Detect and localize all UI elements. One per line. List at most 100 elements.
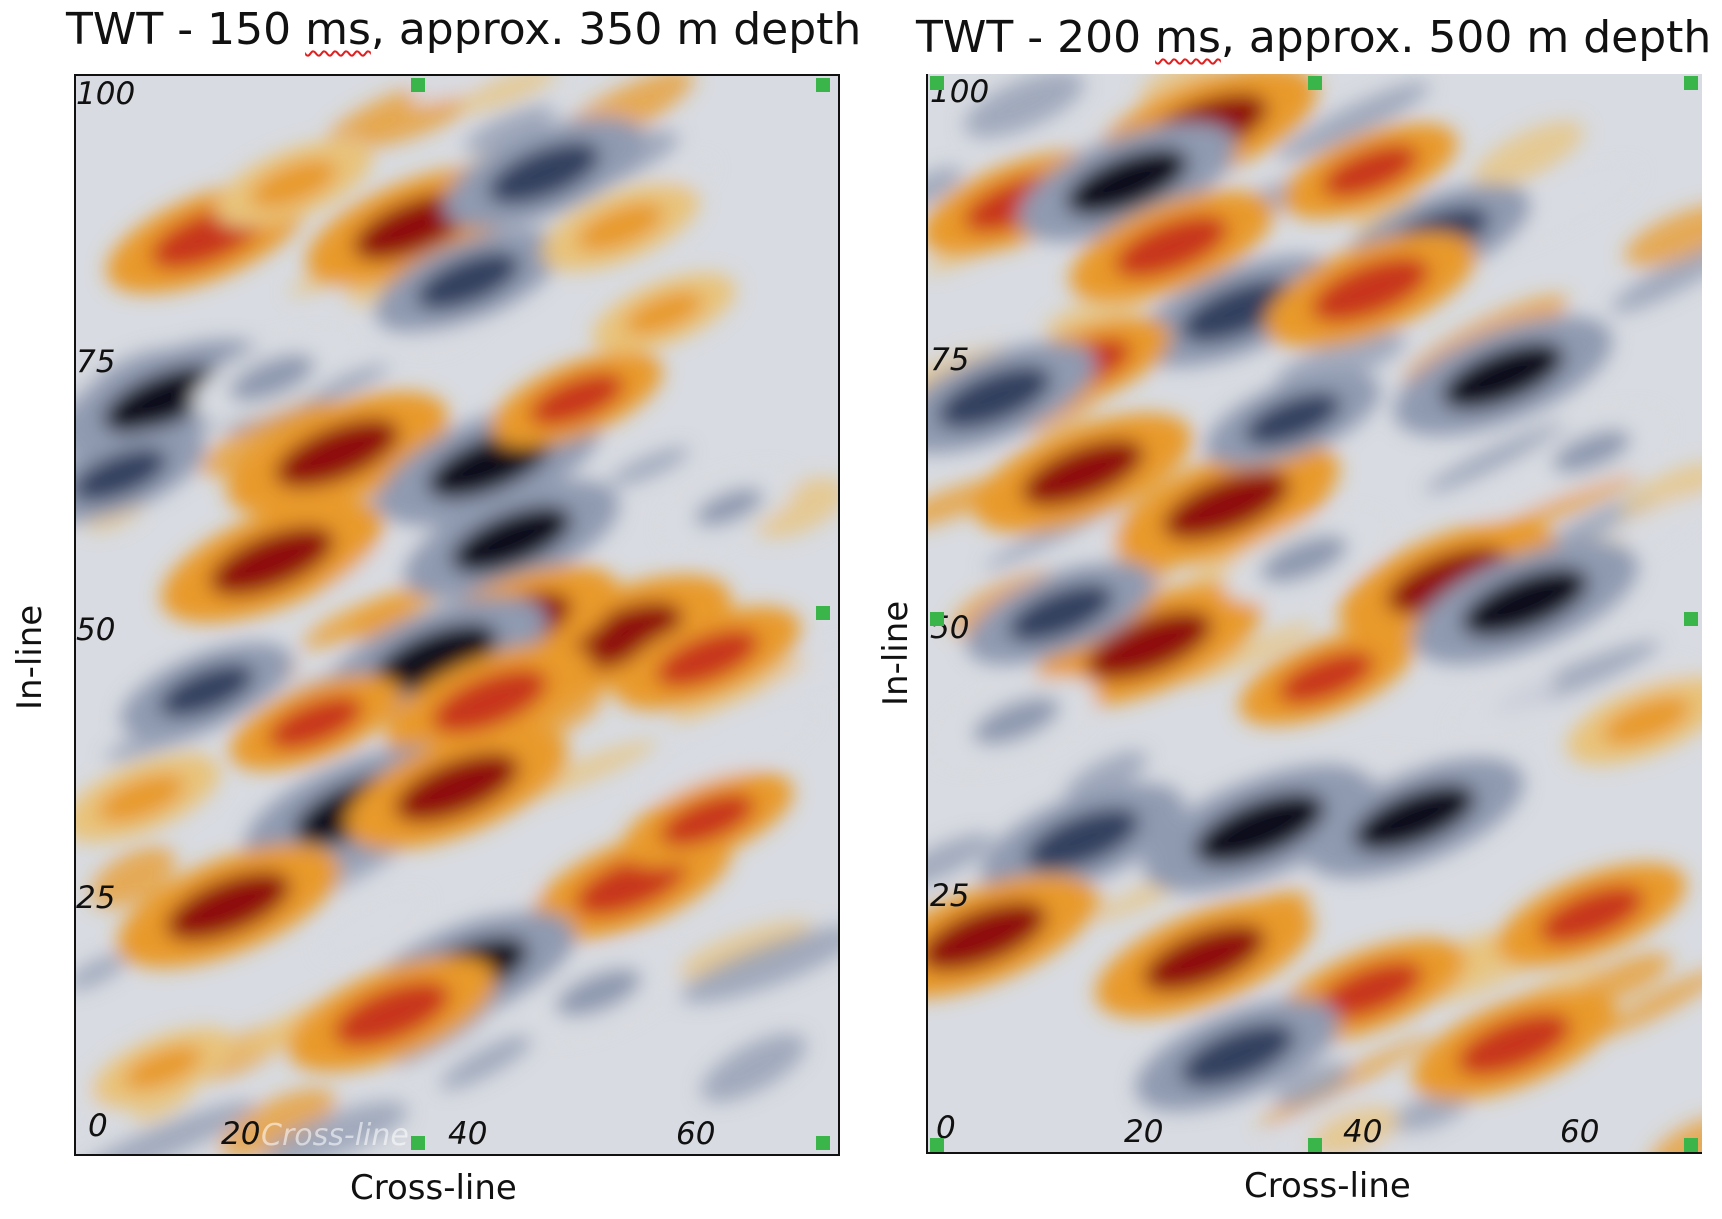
positive-amplitude-anomaly — [1386, 547, 1509, 615]
texture-streak — [262, 1101, 408, 1154]
texture-streak — [771, 644, 838, 694]
survey-marker — [411, 1136, 425, 1150]
x-axis-label-left: Cross-line — [350, 1168, 517, 1208]
survey-marker — [816, 78, 830, 92]
positive-amplitude-anomaly — [250, 159, 337, 208]
survey-marker — [816, 1136, 830, 1150]
texture-streak — [677, 920, 812, 979]
title-part: TWT - 150 — [66, 4, 306, 55]
texture-streak — [928, 167, 963, 209]
title-part: , approx. 500 m depth — [1220, 12, 1712, 63]
positive-amplitude-anomaly — [394, 752, 520, 823]
positive-amplitude-anomaly — [268, 696, 363, 750]
positive-amplitude-anomaly — [577, 202, 664, 251]
texture-streak — [90, 846, 176, 908]
survey-marker — [1308, 76, 1322, 90]
texture-streak — [1465, 673, 1557, 729]
survey-marker — [816, 606, 830, 620]
texture-streak — [1473, 121, 1584, 188]
positive-amplitude-anomaly — [124, 1046, 202, 1090]
negative-amplitude-anomaly — [76, 448, 167, 502]
amplitude-map-right — [928, 74, 1702, 1152]
texture-streak — [464, 105, 556, 153]
y-tick-label: 0 — [936, 1110, 956, 1146]
survey-marker — [1684, 612, 1698, 626]
positive-amplitude-anomaly — [1114, 215, 1228, 278]
texture-streak — [413, 76, 486, 102]
y-axis-label-left: In-line — [10, 604, 50, 710]
positive-amplitude-anomaly — [655, 629, 759, 687]
texture-streak — [1620, 462, 1702, 521]
x-tick-label: 60 — [676, 1116, 716, 1152]
positive-amplitude-anomaly — [1278, 651, 1375, 705]
title-part-underlined: ms — [1155, 12, 1221, 63]
texture-streak — [1390, 1091, 1469, 1133]
positive-amplitude-anomaly — [431, 668, 548, 734]
texture-streak — [76, 953, 128, 991]
positive-amplitude-anomaly — [353, 193, 474, 261]
negative-amplitude-anomaly — [1065, 148, 1189, 216]
negative-amplitude-anomaly — [972, 696, 1061, 745]
positive-amplitude-anomaly — [333, 981, 450, 1047]
x-tick-label: 20 — [1124, 1114, 1164, 1150]
positive-amplitude-anomaly — [625, 291, 703, 335]
negative-amplitude-anomaly — [555, 968, 642, 1017]
x-tick-label: 40 — [1343, 1114, 1383, 1150]
positive-amplitude-anomaly — [1603, 696, 1691, 745]
negative-amplitude-anomaly — [372, 623, 498, 693]
x-tick-label: 20 — [221, 1116, 261, 1152]
texture-streak — [753, 477, 838, 538]
y-axis-label-right: In-line — [876, 600, 916, 706]
survey-marker — [930, 612, 944, 626]
texture-streak — [701, 1033, 806, 1102]
texture-streak — [645, 708, 813, 798]
negative-amplitude-anomaly — [451, 505, 572, 574]
positive-amplitude-anomaly — [558, 601, 683, 672]
texture-streak — [1310, 1106, 1399, 1152]
texture-streak — [354, 97, 470, 148]
texture-streak — [1184, 622, 1316, 685]
positive-amplitude-anomaly — [1317, 961, 1423, 1020]
positive-amplitude-anomaly — [274, 418, 400, 489]
positive-amplitude-anomaly — [1021, 439, 1144, 507]
survey-marker — [1684, 1138, 1698, 1152]
y-tick-label: 50 — [76, 612, 116, 648]
title-part: TWT - 200 — [916, 12, 1156, 63]
texture-streak — [1598, 969, 1702, 1038]
y-tick-label: 25 — [930, 878, 970, 914]
texture-streak — [320, 896, 424, 955]
texture-streak — [1611, 237, 1702, 313]
negative-amplitude-anomaly — [937, 366, 1052, 429]
negative-amplitude-anomaly — [1194, 792, 1326, 865]
x-axis-label-right: Cross-line — [1244, 1166, 1411, 1206]
texture-streak — [77, 1101, 256, 1154]
amplitude-map-left — [76, 76, 838, 1154]
texture-streak — [456, 76, 558, 113]
positive-amplitude-anomaly — [575, 853, 688, 916]
positive-amplitude-anomaly — [1322, 144, 1419, 198]
plot-area-right: 100 75 50 25 0 20 40 60 — [926, 74, 1702, 1154]
survey-marker — [411, 78, 425, 92]
survey-marker — [930, 1138, 944, 1152]
positive-amplitude-anomaly — [98, 774, 185, 823]
positive-amplitude-anomaly — [529, 372, 624, 426]
y-tick-label: 25 — [76, 880, 116, 916]
y-tick-label: 75 — [930, 342, 970, 378]
negative-amplitude-anomaly — [1180, 1023, 1295, 1087]
chart-title-right: TWT - 200 ms, approx. 500 m depth — [916, 12, 1711, 63]
survey-marker — [1308, 1138, 1322, 1152]
texture-streak — [439, 1034, 533, 1090]
positive-amplitude-anomaly — [1539, 886, 1644, 944]
positive-amplitude-anomaly — [1085, 610, 1213, 681]
survey-marker — [930, 76, 944, 90]
y-tick-label: 0 — [88, 1108, 108, 1144]
negative-amplitude-anomaly — [1353, 784, 1476, 852]
positive-amplitude-anomaly — [1457, 1012, 1571, 1076]
positive-amplitude-anomaly — [166, 871, 291, 941]
title-part: , approx. 350 m depth — [370, 4, 862, 55]
texture-streak — [1274, 1062, 1351, 1108]
x-tick-label: 40 — [448, 1116, 488, 1152]
positive-amplitude-anomaly — [928, 901, 1047, 972]
negative-amplitude-anomaly — [228, 353, 315, 402]
y-tick-label: 75 — [76, 344, 116, 380]
